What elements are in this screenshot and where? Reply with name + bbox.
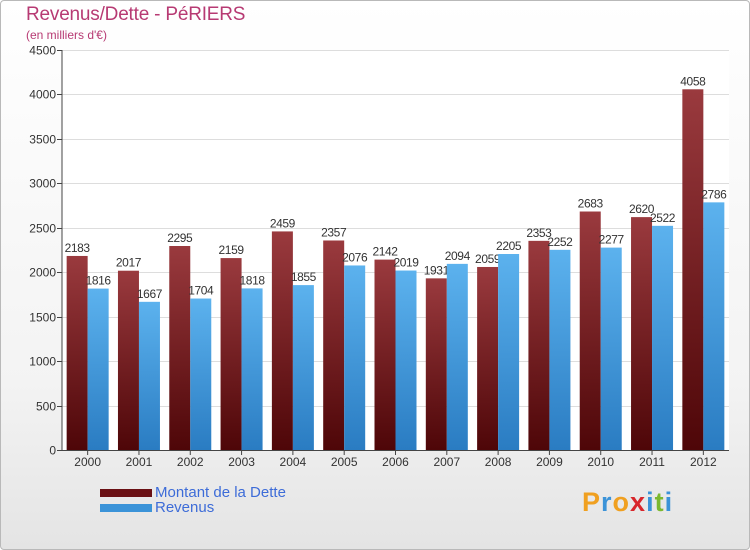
logo-letter: o: [612, 487, 631, 517]
bar-revenus: [87, 288, 109, 450]
y-tick-label: 500: [36, 400, 56, 414]
x-tick-label: 2009: [536, 455, 563, 469]
bar-revenus: [498, 254, 520, 450]
y-tick-label: 4500: [29, 44, 56, 58]
bars: 2183 1816 2017 1667 2295 1704 2159 1818 2459 1855…: [65, 74, 728, 451]
bar-dette: [220, 258, 242, 450]
value-label-dette: 4058: [680, 74, 706, 88]
y-axis-ticks: 0 500 1000 1500 2000 2500 3000 3500 4000 4500: [29, 44, 62, 458]
value-label-dette: 2059: [475, 252, 501, 266]
value-label-revenus: 2205: [496, 239, 522, 253]
value-label-revenus: 2277: [599, 233, 625, 247]
legend-label-debt: Montant de la Dette: [155, 484, 286, 501]
value-label-dette: 1931: [424, 263, 450, 277]
value-label-dette: 2683: [578, 197, 604, 211]
value-label-dette: 2142: [372, 245, 398, 259]
value-label-dette: 2357: [321, 225, 347, 239]
value-label-revenus: 2786: [701, 187, 727, 201]
x-tick-label: 2004: [280, 455, 307, 469]
x-axis-ticks: 2000 2001 2002 2003 2004 2005 2006 2007 2008 2009…: [74, 450, 717, 469]
bar-dette: [425, 278, 447, 450]
bar-revenus: [344, 265, 366, 450]
bar-dette: [477, 266, 499, 450]
x-tick-label: 2005: [331, 455, 358, 469]
value-label-revenus: 1704: [188, 284, 214, 298]
bar-dette: [528, 240, 550, 450]
logo-letter: i: [664, 487, 674, 517]
bar-revenus: [292, 285, 314, 450]
legend-label-revenus: Revenus: [155, 499, 215, 516]
logo-letter: P: [582, 487, 602, 517]
bar-dette: [579, 211, 601, 450]
bar-revenus: [652, 225, 674, 450]
bar-revenus: [703, 202, 725, 450]
logo-letter: r: [601, 487, 613, 517]
value-label-dette: 2353: [526, 226, 552, 240]
x-tick-label: 2000: [74, 455, 101, 469]
bar-dette: [271, 231, 293, 450]
value-label-dette: 2017: [116, 256, 142, 270]
value-label-dette: 2620: [629, 202, 655, 216]
value-label-revenus: 2094: [445, 249, 471, 263]
bar-revenus: [395, 270, 417, 450]
x-tick-label: 2007: [433, 455, 460, 469]
bar-dette: [374, 259, 396, 450]
value-label-dette: 2459: [270, 216, 296, 230]
y-tick-label: 0: [49, 444, 56, 458]
x-tick-label: 2011: [639, 455, 665, 469]
y-tick-label: 2000: [29, 266, 56, 280]
value-label-dette: 2159: [219, 243, 245, 257]
value-label-revenus: 1816: [86, 274, 112, 288]
bar-dette: [682, 89, 704, 451]
chart-title: Revenus/Dette - PéRIERS: [26, 4, 246, 25]
x-tick-label: 2006: [382, 455, 409, 469]
bar-revenus: [549, 249, 571, 450]
value-label-revenus: 1855: [291, 270, 317, 284]
legend-swatch-revenus: [100, 504, 152, 512]
x-tick-label: 2002: [177, 455, 204, 469]
y-tick-label: 3000: [29, 177, 56, 191]
chart-subtitle: (en milliers d'€): [26, 28, 107, 42]
bar-dette: [117, 270, 139, 450]
y-tick-label: 3500: [29, 133, 56, 147]
value-label-revenus: 1818: [240, 273, 266, 287]
value-label-revenus: 2252: [547, 235, 573, 249]
bar-dette: [631, 217, 653, 450]
x-tick-label: 2003: [228, 455, 255, 469]
value-label-dette: 2183: [65, 241, 91, 255]
bar-dette: [169, 246, 191, 450]
value-label-revenus: 2019: [393, 256, 419, 270]
bar-dette: [66, 255, 88, 450]
y-tick-label: 1000: [29, 355, 56, 369]
logo-letter: t: [654, 487, 665, 517]
bar-revenus: [600, 247, 622, 450]
legend-swatch-debt: [100, 489, 152, 497]
bar-revenus: [446, 263, 468, 450]
value-label-revenus: 2076: [342, 250, 368, 264]
logo-letter: i: [646, 487, 655, 517]
value-label-revenus: 1667: [137, 287, 163, 301]
bar-revenus: [241, 288, 263, 450]
bar-dette: [323, 240, 345, 450]
proxiti-logo: Proxiti: [582, 487, 673, 518]
x-tick-label: 2001: [126, 455, 153, 469]
y-tick-label: 2500: [29, 222, 56, 236]
y-tick-label: 1500: [29, 311, 56, 325]
bar-revenus: [138, 301, 160, 450]
value-label-dette: 2295: [167, 231, 193, 245]
x-tick-label: 2010: [587, 455, 614, 469]
x-tick-label: 2012: [690, 455, 717, 469]
y-tick-label: 4000: [29, 88, 56, 102]
value-label-revenus: 2522: [650, 211, 676, 225]
bar-revenus: [190, 298, 212, 450]
x-tick-label: 2008: [485, 455, 512, 469]
logo-letter: x: [630, 487, 647, 517]
